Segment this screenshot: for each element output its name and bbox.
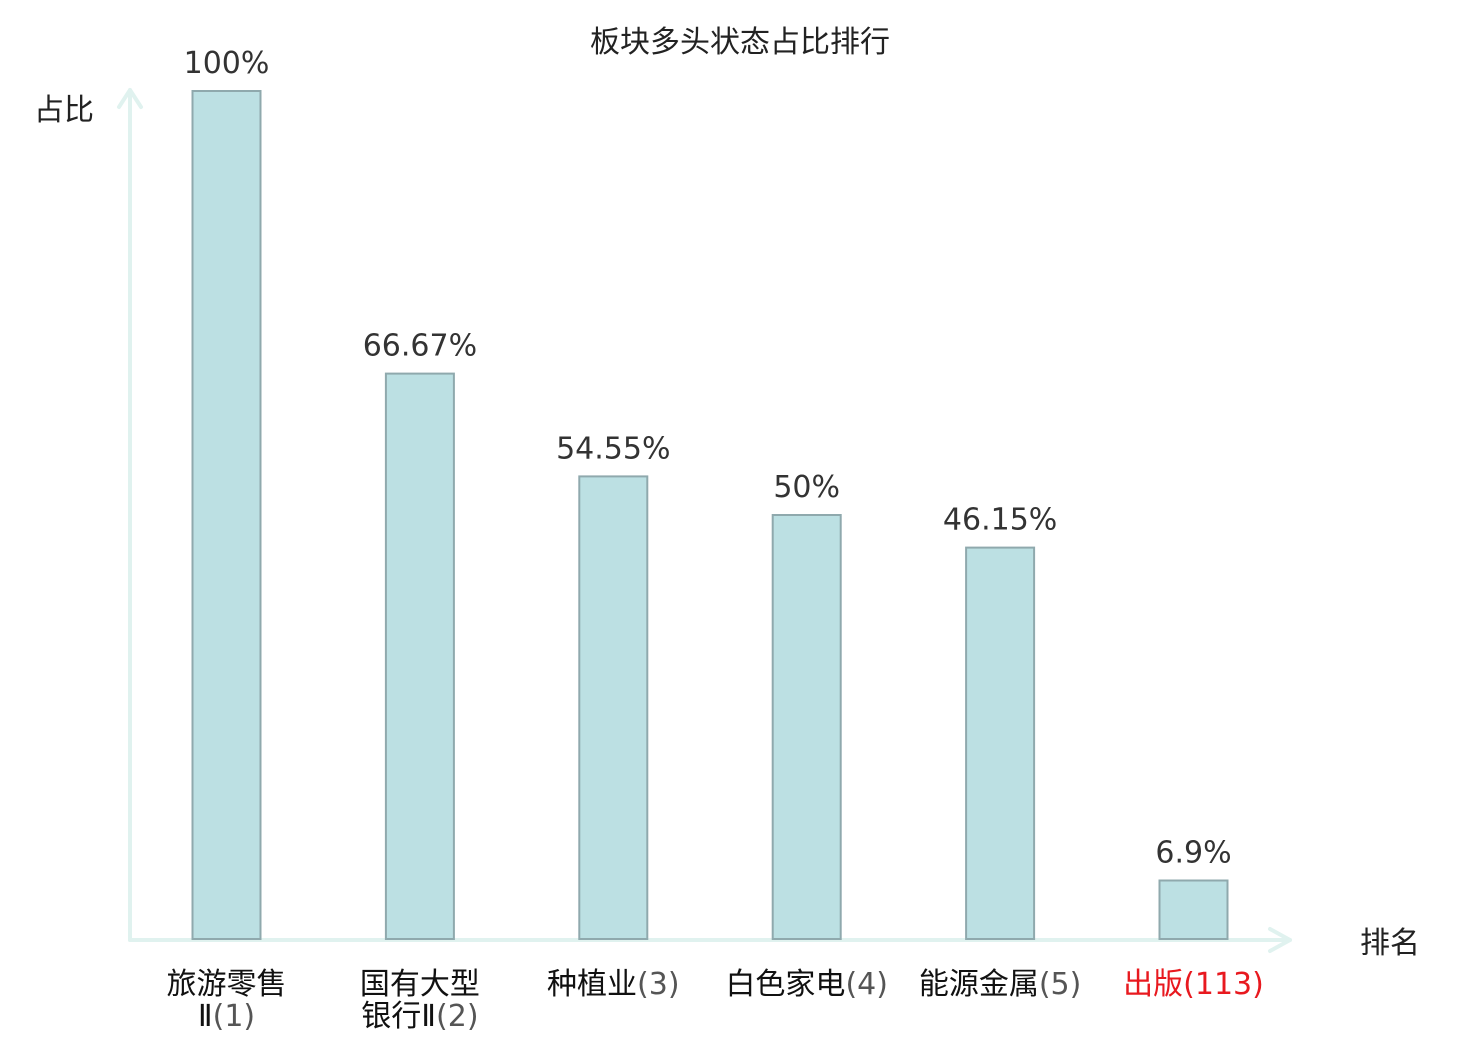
y-axis-arrow-icon [117, 88, 143, 109]
x-axis-arrow-icon [1268, 927, 1292, 953]
value-label-1: 100% [184, 46, 270, 81]
bar-2 [384, 372, 455, 941]
value-label-3: 54.55% [556, 431, 670, 466]
value-labels-group: 100% 66.67% 54.55% 50% 46.15% 6.9% [184, 46, 1232, 871]
y-axis-label: 占比 [34, 93, 94, 128]
category-label-5: 能源金属(5) [919, 967, 1082, 1002]
value-label-5: 46.15% [943, 503, 1057, 538]
value-label-6: 6.9% [1155, 836, 1231, 871]
category-label-1-line-2: Ⅱ(1) [198, 999, 255, 1034]
category-label-1-line-1: 旅游零售 [167, 967, 287, 1002]
category-label-4: 白色家电(4) [725, 967, 888, 1002]
category-label-6: 出版(113) [1123, 967, 1264, 1002]
value-label-4: 50% [773, 470, 840, 505]
category-label-3: 种植业(3) [547, 967, 680, 1002]
bar-4 [771, 514, 842, 940]
bar-5 [965, 546, 1036, 940]
bar-3 [578, 475, 649, 940]
bar-6 [1158, 879, 1229, 940]
x-axis [128, 927, 1292, 953]
bar-1 [191, 90, 262, 940]
y-axis [117, 88, 143, 942]
bars-group [191, 90, 1229, 941]
chart-title: 板块多头状态占比排行 [590, 25, 890, 60]
category-label-2-line-2: 银行Ⅱ(2) [361, 999, 478, 1034]
x-axis-label: 排名 [1360, 926, 1420, 961]
value-label-2: 66.67% [363, 329, 477, 364]
category-label-2-line-1: 国有大型 [360, 967, 480, 1002]
